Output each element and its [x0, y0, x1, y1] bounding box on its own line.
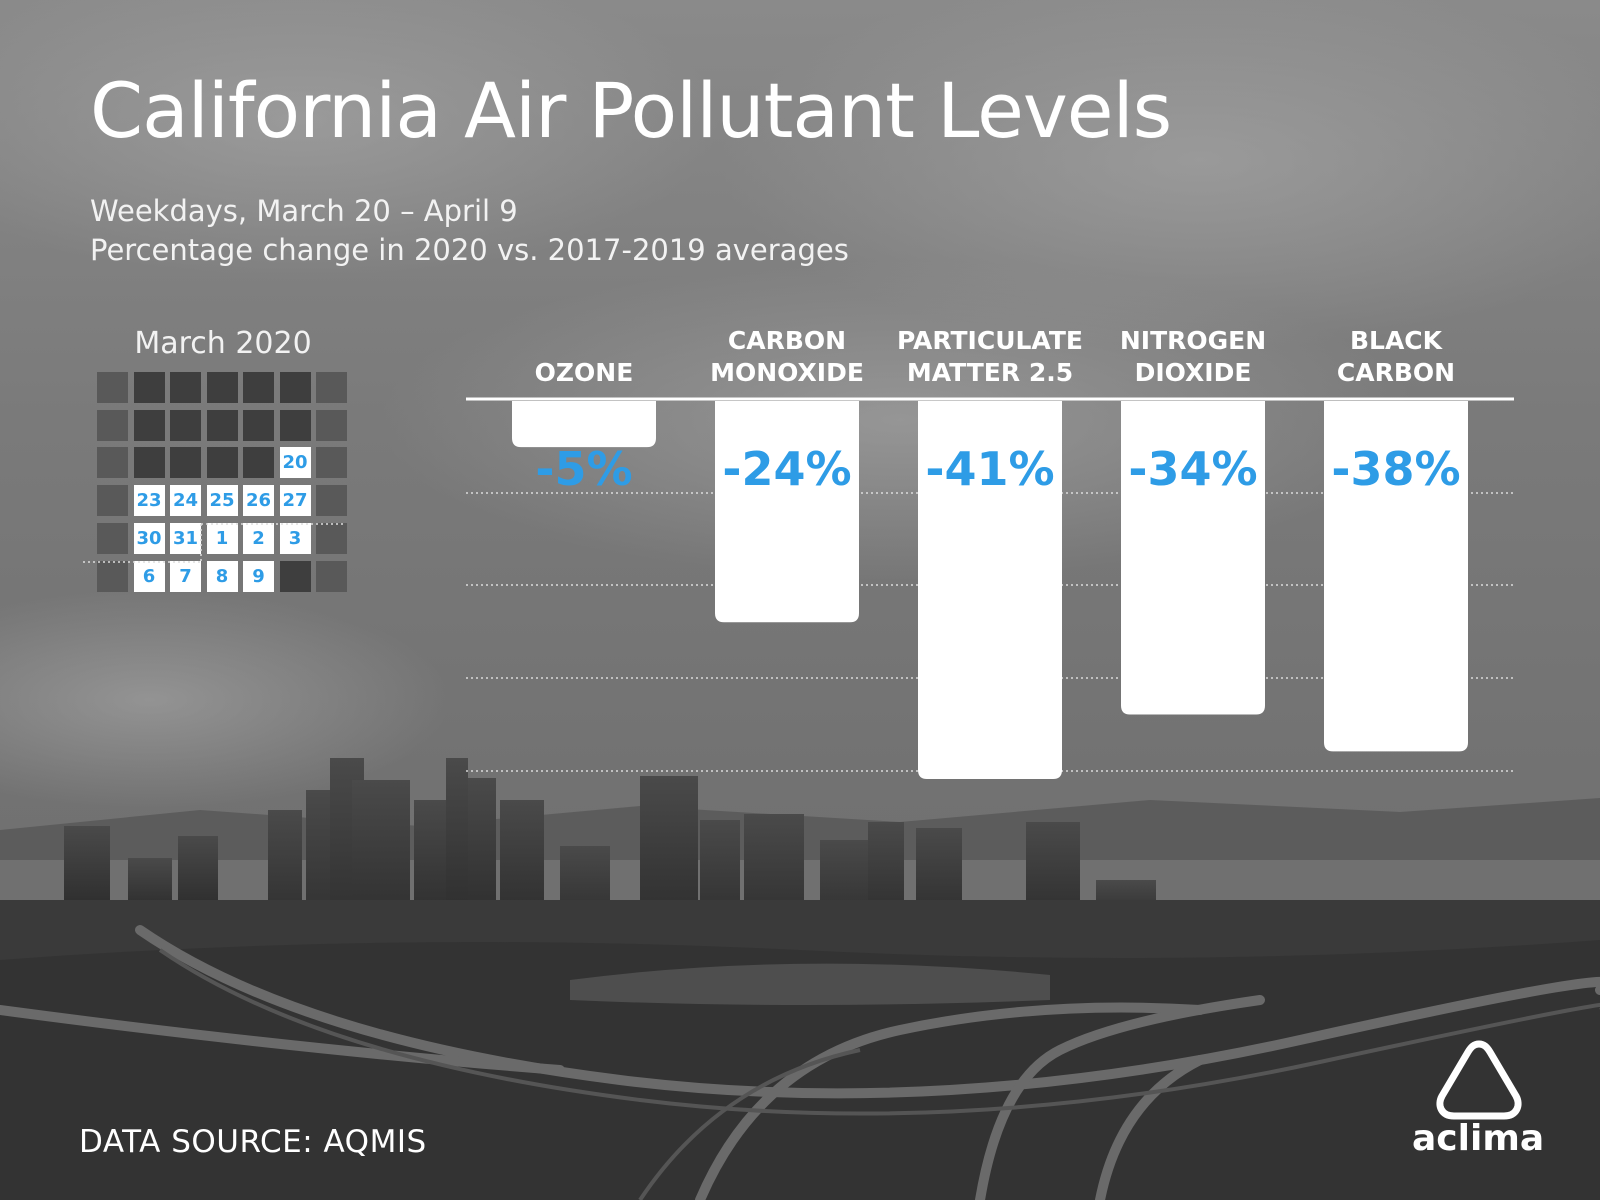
calendar-day: 30	[133, 522, 165, 554]
bar	[512, 401, 656, 448]
calendar-day: 24	[170, 485, 201, 517]
calendar-weekend-cell	[97, 372, 128, 403]
category-label: BLACK	[1350, 326, 1444, 355]
calendar-month-divider	[83, 523, 343, 563]
data-label: -5%	[535, 442, 632, 496]
calendar-day: 23	[133, 485, 165, 517]
calendar-weekday-cell	[243, 372, 274, 403]
calendar-day: 2	[243, 522, 274, 554]
bar	[1121, 401, 1265, 715]
calendar-day: 27	[279, 485, 311, 517]
calendar-weekday-cell	[133, 409, 165, 441]
calendar-weekend-cell	[316, 560, 347, 592]
data-label: -41%	[925, 442, 1054, 496]
category-label: CARBON	[728, 326, 846, 355]
calendar-weekday-cell	[206, 409, 238, 441]
category-label: NITROGEN	[1120, 326, 1266, 355]
category-label: DIOXIDE	[1135, 358, 1252, 387]
calendar-weekday-cell	[170, 447, 201, 479]
calendar-day: 6	[133, 560, 165, 592]
calendar-weekday-cell	[279, 409, 311, 441]
category-label: OZONE	[535, 358, 634, 387]
page-title: California Air Pollutant Levels	[90, 66, 1172, 155]
calendar-weekend-cell	[316, 522, 347, 554]
calendar-weekday-cell	[279, 372, 311, 403]
calendar-day: 3	[279, 522, 311, 554]
calendar-grid: 20 23 24 25 26 27 30 31 1 2 3 6 7 8 9	[83, 372, 357, 602]
data-label: -38%	[1331, 442, 1460, 496]
calendar-weekday-cell	[206, 447, 238, 479]
data-label: -24%	[722, 442, 851, 496]
calendar-weekday-cell	[206, 372, 238, 403]
calendar-day: 25	[206, 485, 238, 517]
calendar-weekday-cell	[243, 447, 274, 479]
brand-name: aclima	[1412, 1118, 1545, 1159]
bar	[918, 401, 1062, 779]
calendar-day: 1	[206, 522, 238, 554]
category-label: CARBON	[1337, 358, 1455, 387]
data-source-label: DATA SOURCE: AQMIS	[79, 1124, 427, 1160]
calendar-day: 20	[279, 447, 311, 479]
calendar-weekday-cell	[279, 560, 311, 592]
calendar-weekend-cell	[97, 409, 128, 441]
calendar-weekend-cell	[316, 409, 347, 441]
calendar-day: 8	[206, 560, 238, 592]
calendar-weekend-cell	[97, 485, 128, 517]
calendar-weekend-cell	[97, 560, 128, 592]
calendar-day: 9	[243, 560, 274, 592]
calendar-day: 7	[170, 560, 201, 592]
calendar-weekday-cell	[170, 409, 201, 441]
aclima-triangle-logo-icon	[1436, 1040, 1522, 1120]
calendar-weekday-cell	[133, 372, 165, 403]
bar	[1324, 401, 1468, 752]
calendar-weekday-cell	[133, 447, 165, 479]
subtitle-measure: Percentage change in 2020 vs. 2017-2019 …	[90, 233, 849, 267]
subtitle-date-range: Weekdays, March 20 – April 9	[90, 194, 518, 228]
calendar-day: 26	[243, 485, 274, 517]
calendar-weekend-cell	[316, 485, 347, 517]
data-label: -34%	[1128, 442, 1257, 496]
calendar-weekend-cell	[97, 447, 128, 479]
calendar-weekday-cell	[243, 409, 274, 441]
bar	[715, 401, 859, 623]
category-label: MATTER 2.5	[907, 358, 1073, 387]
calendar-weekend-cell	[97, 522, 128, 554]
calendar-weekend-cell	[316, 447, 347, 479]
calendar-day: 31	[170, 522, 201, 554]
category-label: PARTICULATE	[897, 326, 1083, 355]
calendar-weekend-cell	[316, 372, 347, 403]
calendar-weekday-cell	[170, 372, 201, 403]
calendar-title: March 2020	[134, 326, 312, 361]
category-label: MONOXIDE	[710, 358, 864, 387]
